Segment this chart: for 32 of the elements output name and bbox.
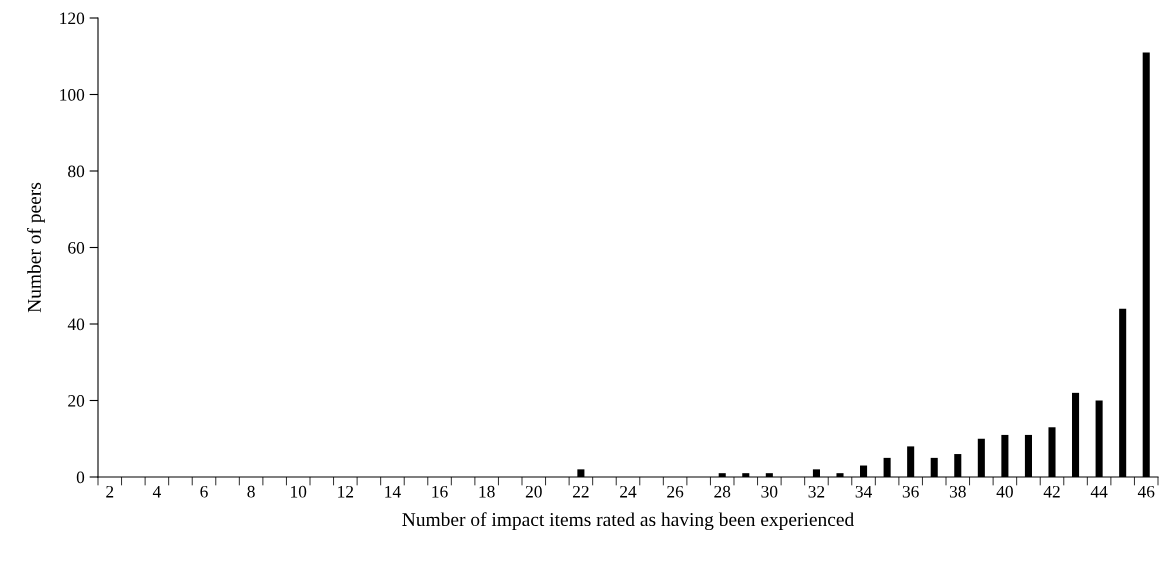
- y-tick-label: 100: [60, 88, 85, 101]
- x-tick-label: 14: [385, 485, 401, 498]
- x-tick-label: 2: [106, 485, 114, 498]
- x-tick-label: 10: [291, 485, 307, 498]
- y-tick-label: 0: [76, 471, 85, 484]
- x-tick-label: 36: [902, 485, 919, 498]
- x-tick-label: 4: [152, 485, 161, 498]
- y-tick-label: 20: [68, 394, 85, 407]
- x-tick-label: 46: [1137, 485, 1155, 498]
- x-tick-label: 30: [761, 485, 778, 498]
- x-tick-label: 20: [525, 485, 542, 498]
- x-tick-label: 44: [1090, 485, 1108, 498]
- y-tick-label: 40: [67, 318, 85, 331]
- x-tick-label: 8: [247, 485, 255, 498]
- y-tick-label: 80: [68, 165, 85, 178]
- y-axis-title: Number of peers: [27, 182, 45, 313]
- x-tick-label: 26: [667, 485, 684, 498]
- x-tick-label: 6: [200, 485, 208, 498]
- x-tick-label: 32: [808, 485, 825, 498]
- y-tick-label: 60: [68, 241, 85, 254]
- x-tick-label: 12: [338, 485, 354, 498]
- y-tick-label: 120: [60, 12, 85, 25]
- x-tick-label: 18: [479, 485, 495, 498]
- x-tick-label: 34: [855, 485, 872, 498]
- x-tick-label: 40: [996, 485, 1013, 498]
- x-tick-label: 38: [949, 485, 966, 498]
- x-tick-label: 16: [432, 485, 448, 498]
- x-tick-label: 24: [620, 485, 637, 498]
- x-axis-title: Number of impact items rated as having been experienced: [402, 512, 854, 531]
- x-tick-label: 42: [1043, 485, 1060, 498]
- x-tick-label: 22: [572, 485, 589, 498]
- x-tick-label: 28: [714, 485, 731, 498]
